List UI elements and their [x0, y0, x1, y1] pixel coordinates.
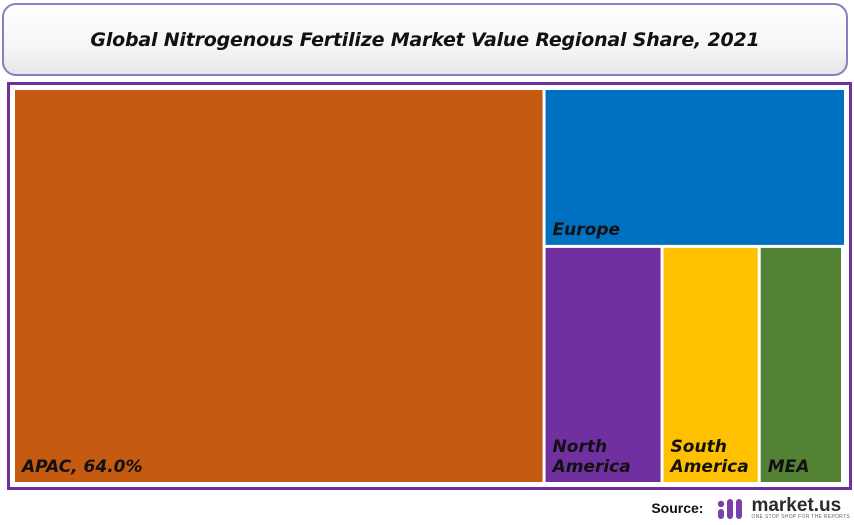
tile-label-north-america: North America: [551, 437, 631, 477]
tile-label-apac: APAC, 64.0%: [20, 457, 143, 477]
chart-title: Global Nitrogenous Fertilize Market Valu…: [90, 28, 760, 51]
source-attribution: Source: market.us ONE STOP SHOP FOR THE …: [651, 494, 850, 522]
tile-europe: [545, 90, 844, 245]
chart-title-box: Global Nitrogenous Fertilize Market Valu…: [2, 3, 848, 76]
tile-apac: [15, 90, 543, 482]
tile-south-america: [663, 247, 758, 482]
tile-label-mea: MEA: [768, 457, 810, 477]
brand-name: market.us: [751, 495, 842, 516]
source-label: Source:: [651, 500, 704, 516]
treemap-frame: APAC, 64.0% Europe North America South Americ…: [7, 82, 852, 490]
treemap-chart: APAC, 64.0% Europe North America South Americ…: [15, 90, 844, 482]
tile-north-america: [545, 247, 661, 482]
tile-mea: [760, 247, 841, 482]
tile-label-south-america: South America: [669, 437, 749, 477]
brand-tagline: ONE STOP SHOP FOR THE REPORTS: [751, 514, 850, 520]
tile-label-europe: Europe: [553, 220, 620, 240]
market-us-logo-icon: [718, 499, 743, 519]
